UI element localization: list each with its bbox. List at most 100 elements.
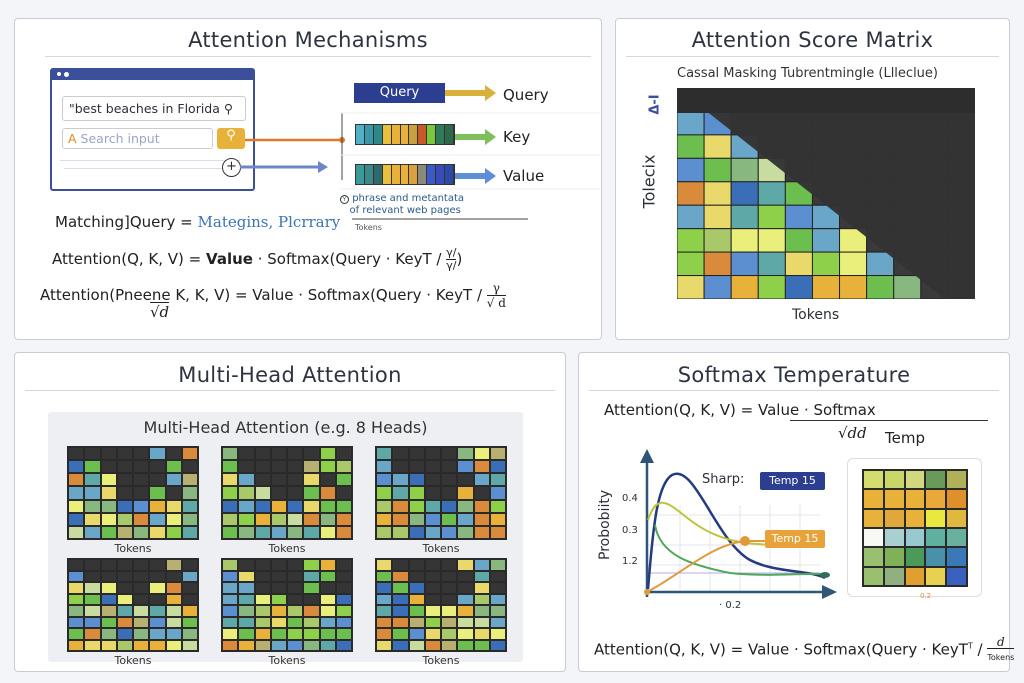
head-cell	[166, 594, 181, 604]
head-cell	[288, 500, 303, 512]
matrix-cell	[703, 204, 732, 230]
head-cell	[393, 640, 408, 650]
head-cell	[166, 606, 181, 616]
head-cell	[271, 629, 286, 639]
head-cell	[85, 513, 100, 525]
softmax-cell	[947, 567, 966, 585]
head-cell	[320, 461, 335, 473]
head-cell	[150, 617, 165, 627]
tokens-label: Tokens	[268, 542, 306, 555]
head-cell	[134, 617, 149, 627]
search-field[interactable]: "best beaches in Florida ⚲	[62, 96, 246, 121]
head-cell	[69, 560, 84, 570]
head-cell	[239, 513, 254, 525]
head-cell	[69, 629, 84, 639]
head-cell	[85, 461, 100, 473]
head-cell	[409, 461, 424, 473]
head-cell	[166, 526, 181, 538]
head-cell	[69, 606, 84, 616]
head-cell	[288, 513, 303, 525]
vector-cell	[364, 165, 374, 184]
head-cell	[150, 629, 165, 639]
head-cell	[288, 640, 303, 650]
head-cell	[442, 500, 457, 512]
head-cell	[336, 640, 351, 650]
head-cell	[458, 526, 473, 538]
head-cell	[474, 640, 489, 650]
head-cell	[458, 448, 473, 460]
head-cell	[304, 560, 319, 570]
head-cell	[288, 448, 303, 460]
matrix-cell	[811, 228, 841, 253]
head-cell	[320, 560, 335, 570]
search-input[interactable]: A Search input	[62, 128, 213, 149]
head-cell	[442, 461, 457, 473]
head-cell	[288, 594, 303, 604]
head-cell	[425, 526, 440, 538]
head-cell	[409, 606, 424, 616]
matrix-cell	[703, 181, 732, 206]
head-cell	[223, 583, 238, 593]
head-cell	[393, 629, 408, 639]
head-cell	[288, 487, 303, 499]
head-cell	[150, 526, 165, 538]
head-cell	[255, 583, 270, 593]
head-cell	[442, 606, 457, 616]
head-cell	[166, 474, 181, 486]
softmax-cell	[905, 509, 925, 527]
head-cell	[239, 583, 254, 593]
head-cell	[474, 448, 489, 460]
head-cell	[442, 640, 457, 650]
matrix-cell	[839, 275, 868, 299]
matrix-cell	[730, 157, 759, 183]
matrix-cell	[784, 228, 813, 253]
head-cell	[288, 526, 303, 538]
head-cell	[69, 617, 84, 627]
head-cell	[320, 487, 335, 499]
head-cell	[377, 571, 392, 581]
head-cell	[393, 461, 408, 473]
head-cell	[223, 513, 238, 525]
head-cell	[182, 448, 197, 460]
qkv-connectors	[240, 85, 600, 220]
softmax-formula-bottom: Attention(Q, K, V) = Value · Softmax(Que…	[594, 635, 1015, 662]
panel-title: Attention Mechanisms	[188, 28, 428, 52]
head-cell	[490, 629, 505, 639]
user-icon: A	[68, 131, 77, 146]
head-cell	[134, 500, 149, 512]
head-cell	[182, 571, 197, 581]
head-cell	[474, 474, 489, 486]
head-cell	[336, 571, 351, 581]
head-cell	[474, 487, 489, 499]
search-button[interactable]: ⚲	[217, 128, 245, 149]
softmax-matrix	[862, 469, 968, 587]
tokens-label: Tokens	[114, 654, 152, 667]
softmax-cell	[905, 567, 925, 585]
head-cell	[117, 594, 132, 604]
matrix-cell	[677, 204, 705, 230]
head-cell	[320, 606, 335, 616]
head-cell	[490, 617, 505, 627]
matrix-cell	[677, 134, 705, 159]
head-cell	[223, 571, 238, 581]
head-cell	[304, 617, 319, 627]
head-cell	[117, 583, 132, 593]
matrix-cell	[730, 204, 759, 230]
softmax-cell	[947, 548, 966, 566]
head-cell	[288, 461, 303, 473]
head-cell	[101, 487, 116, 499]
head-cell	[239, 594, 254, 604]
head-cell	[182, 617, 197, 627]
head-cell	[239, 474, 254, 486]
head-cell	[271, 513, 286, 525]
head-cell	[85, 606, 100, 616]
head-cell	[377, 526, 392, 538]
head-cell	[490, 594, 505, 604]
head-cell	[320, 640, 335, 650]
panel-title: Multi-Head Attention	[178, 363, 402, 387]
temperature-chart	[640, 449, 837, 599]
softmax-cell	[905, 490, 925, 508]
softmax-cell	[905, 529, 925, 547]
head-cell	[393, 560, 408, 570]
head-cell	[117, 526, 132, 538]
